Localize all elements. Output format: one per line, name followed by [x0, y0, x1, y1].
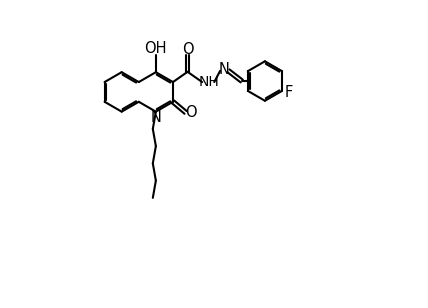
Text: NH: NH — [199, 75, 220, 89]
Text: O: O — [182, 42, 193, 57]
Text: OH: OH — [145, 42, 167, 56]
Text: N: N — [150, 110, 161, 125]
Text: F: F — [285, 85, 293, 100]
Text: O: O — [185, 105, 197, 120]
Text: N: N — [219, 62, 229, 77]
